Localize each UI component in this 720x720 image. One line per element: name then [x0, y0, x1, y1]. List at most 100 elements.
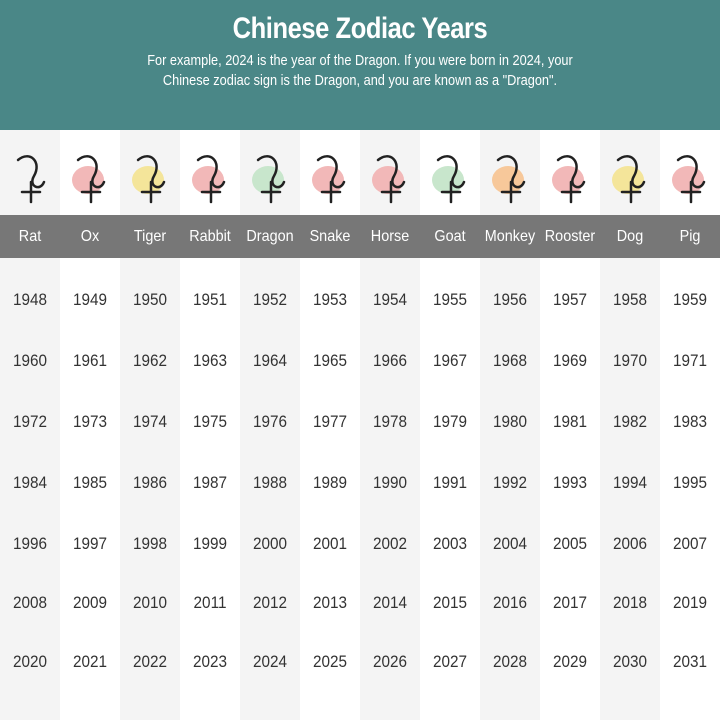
year-cell: 1949 — [72, 290, 108, 309]
year-cell: 2028 — [492, 652, 528, 671]
subtitle-line-1: For example, 2024 is the year of the Dra… — [147, 53, 573, 69]
year-cell: 2021 — [72, 652, 108, 671]
year-cell: 1965 — [312, 351, 348, 370]
year-cell: 1954 — [372, 290, 408, 309]
tiger-icon — [120, 130, 180, 215]
year-cell: 1980 — [492, 412, 528, 431]
year-cell: 1950 — [132, 290, 168, 309]
sign-name-dragon: Dragon — [246, 228, 294, 245]
column-snake: 1953 1965 1977 1989 2001 2013 2025 — [300, 130, 360, 720]
sign-name-ox: Ox — [80, 228, 100, 245]
year-cell: 1964 — [252, 351, 288, 370]
sign-name-goat: Goat — [434, 228, 466, 245]
year-cell: 1956 — [492, 290, 528, 309]
dog-icon — [600, 130, 660, 215]
sign-name-rabbit: Rabbit — [189, 228, 231, 245]
year-cell: 1991 — [432, 473, 468, 492]
year-cell: 2020 — [12, 652, 48, 671]
year-cell: 2007 — [672, 534, 708, 553]
year-cell: 2006 — [612, 534, 648, 553]
year-cell: 2013 — [312, 593, 348, 612]
year-cell: 1959 — [672, 290, 708, 309]
ox-icon — [60, 130, 120, 215]
year-cell: 1971 — [672, 351, 708, 370]
year-cell: 2027 — [432, 652, 468, 671]
year-cell: 2023 — [192, 652, 228, 671]
year-cell: 1951 — [192, 290, 228, 309]
sign-name-pig: Pig — [679, 228, 701, 245]
year-cell: 1984 — [12, 473, 48, 492]
year-cell: 2030 — [612, 652, 648, 671]
year-cell: 1994 — [612, 473, 648, 492]
year-cell: 1987 — [192, 473, 228, 492]
rabbit-icon — [180, 130, 240, 215]
year-cell: 1972 — [12, 412, 48, 431]
sign-name-tiger: Tiger — [133, 228, 167, 245]
year-cell: 1963 — [192, 351, 228, 370]
year-cell: 1955 — [432, 290, 468, 309]
year-cell: 1995 — [672, 473, 708, 492]
year-cell: 1986 — [132, 473, 168, 492]
year-cell: 2012 — [252, 593, 288, 612]
year-cell: 1976 — [252, 412, 288, 431]
year-cell: 1993 — [552, 473, 588, 492]
year-cell: 2009 — [72, 593, 108, 612]
year-cell: 1961 — [72, 351, 108, 370]
year-cell: 1989 — [312, 473, 348, 492]
pig-icon — [660, 130, 720, 215]
snake-icon — [300, 130, 360, 215]
monkey-icon — [480, 130, 540, 215]
year-cell: 1948 — [12, 290, 48, 309]
sign-name-monkey: Monkey — [484, 228, 536, 245]
sign-names-row: Rat Ox Tiger Rabbit Dragon Snake Horse Goat Monk… — [0, 215, 720, 258]
year-cell: 2025 — [312, 652, 348, 671]
year-cell: 2019 — [672, 593, 708, 612]
year-cell: 1953 — [312, 290, 348, 309]
column-pig: 1959 1971 1983 1995 2007 2019 2031 — [660, 130, 720, 720]
year-cell: 2022 — [132, 652, 168, 671]
year-cell: 2000 — [252, 534, 288, 553]
dragon-icon — [240, 130, 300, 215]
year-cell: 1957 — [552, 290, 588, 309]
column-ox: 1949 1961 1973 1985 1997 2009 2021 — [60, 130, 120, 720]
rooster-icon — [540, 130, 600, 215]
year-cell: 1958 — [612, 290, 648, 309]
year-cell: 1997 — [72, 534, 108, 553]
sign-name-rooster: Rooster — [544, 228, 596, 245]
year-cell: 1981 — [552, 412, 588, 431]
year-cell: 1960 — [12, 351, 48, 370]
year-cell: 2008 — [12, 593, 48, 612]
sign-name-bar — [0, 215, 720, 258]
sign-name-horse: Horse — [370, 228, 410, 245]
year-cell: 2026 — [372, 652, 408, 671]
year-cell: 2003 — [432, 534, 468, 553]
year-cell: 2004 — [492, 534, 528, 553]
subtitle: For example, 2024 is the year of the Dra… — [43, 51, 677, 91]
year-cell: 2031 — [672, 652, 708, 671]
year-cell: 1985 — [72, 473, 108, 492]
year-cell: 1973 — [72, 412, 108, 431]
year-cell: 1990 — [372, 473, 408, 492]
year-cell: 1999 — [192, 534, 228, 553]
year-cell: 2011 — [193, 593, 227, 612]
year-cell: 1982 — [612, 412, 648, 431]
sign-name-snake: Snake — [309, 228, 351, 245]
year-cell: 1983 — [672, 412, 708, 431]
horse-icon — [360, 130, 420, 215]
year-cell: 1970 — [612, 351, 648, 370]
year-cell: 2016 — [492, 593, 528, 612]
year-cell: 2029 — [552, 652, 588, 671]
year-cell: 2001 — [312, 534, 348, 553]
year-cell: 2018 — [612, 593, 648, 612]
year-cell: 1998 — [132, 534, 168, 553]
column-goat: 1955 1967 1979 1991 2003 2015 2027 — [420, 130, 480, 720]
year-cell: 2010 — [132, 593, 168, 612]
goat-icon — [420, 130, 480, 215]
sign-name-dog: Dog — [616, 228, 644, 245]
subtitle-line-2: Chinese zodiac sign is the Dragon, and y… — [162, 73, 558, 89]
column-rabbit: 1951 1963 1975 1987 1999 2011 2023 — [180, 130, 240, 720]
year-cell: 2017 — [552, 593, 588, 612]
year-cell: 1988 — [252, 473, 288, 492]
year-cell: 2015 — [432, 593, 468, 612]
header-banner: Chinese Zodiac Years For example, 2024 i… — [0, 0, 720, 130]
